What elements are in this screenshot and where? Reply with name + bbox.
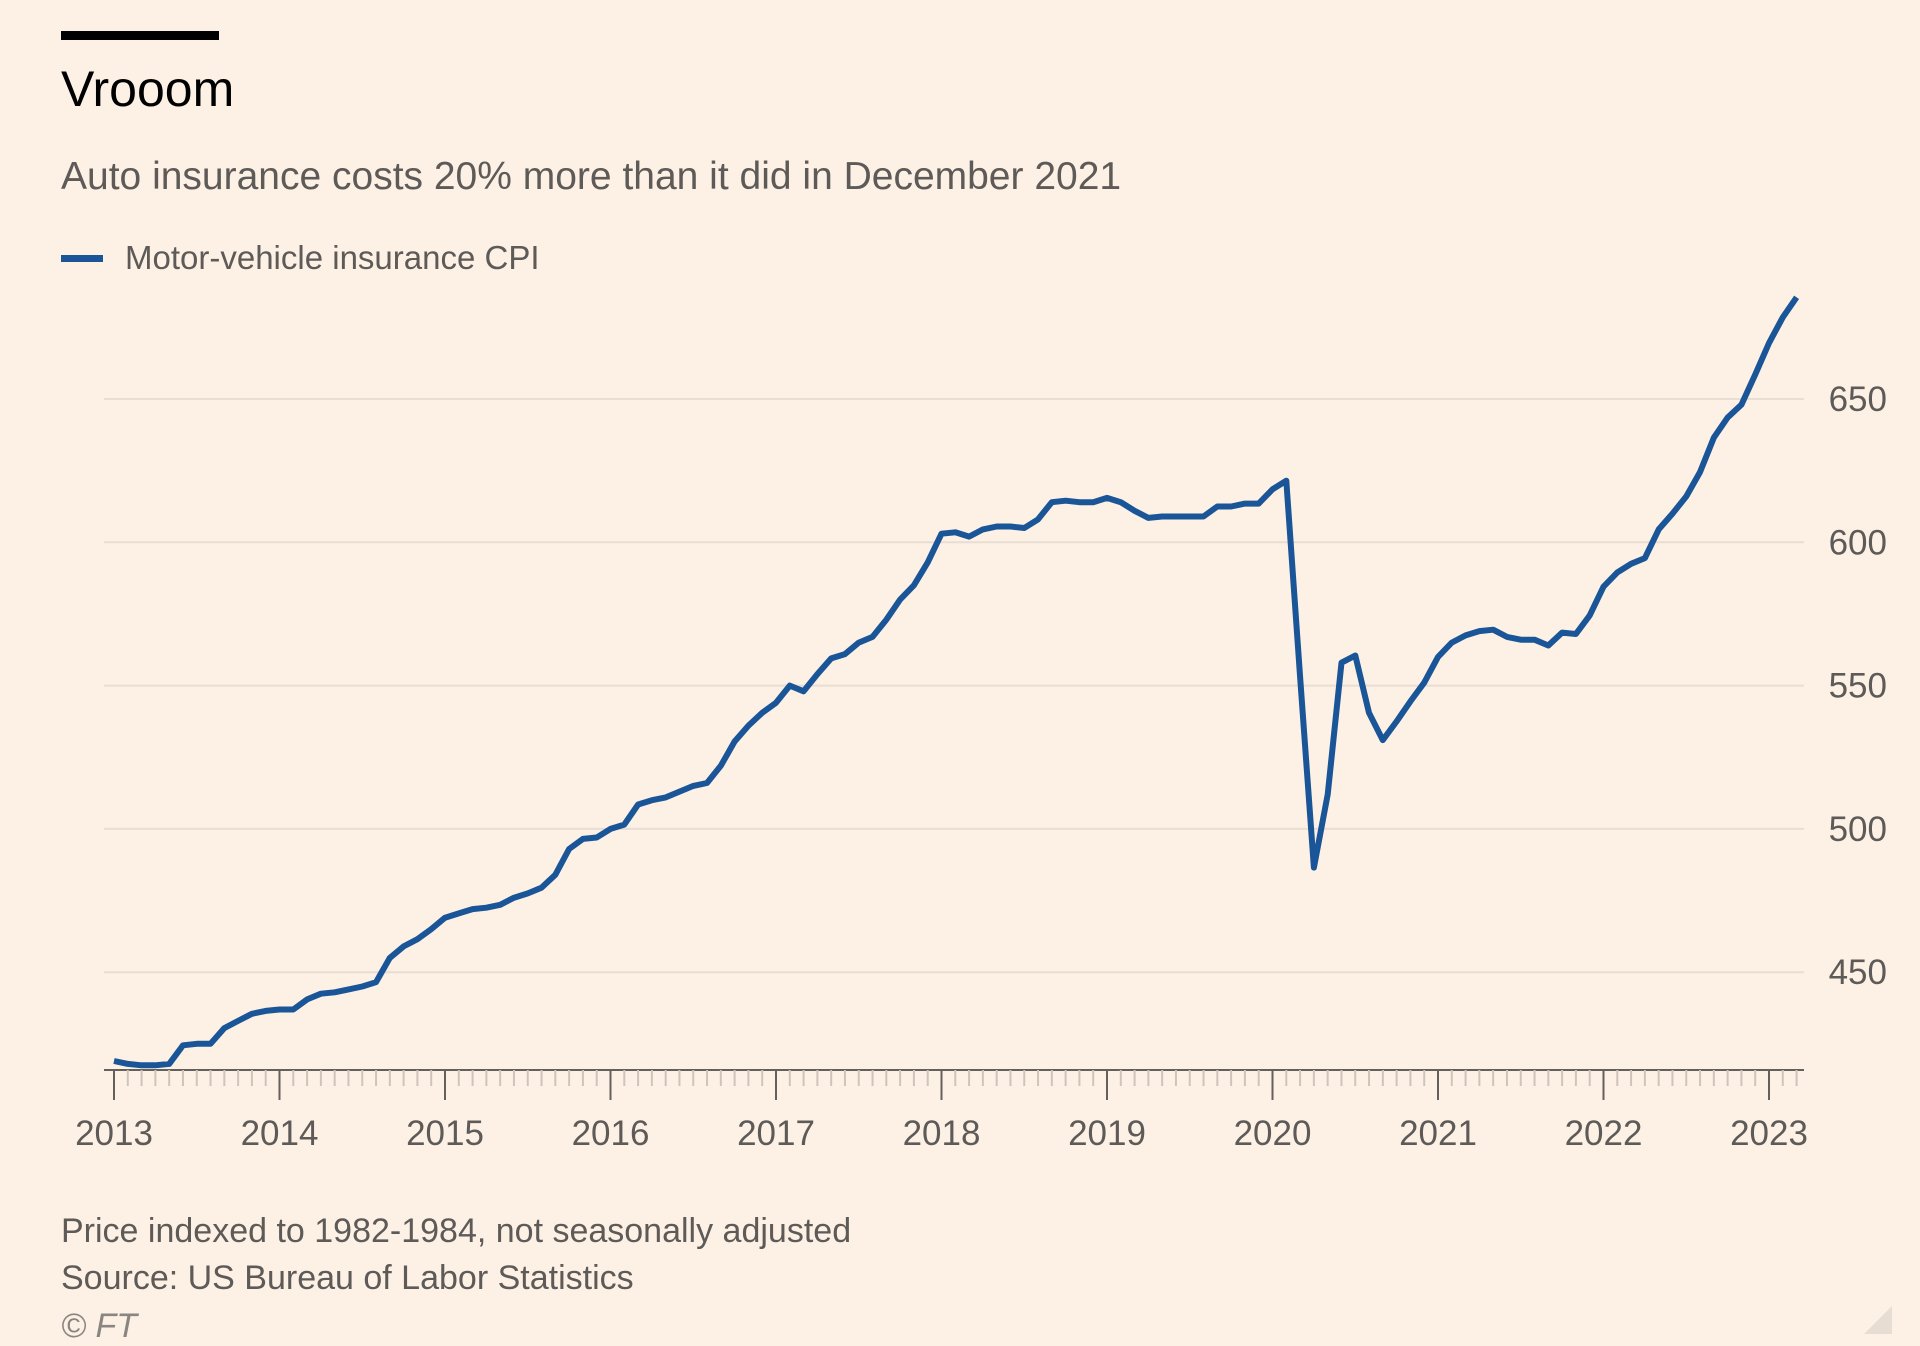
x-tick-label-2019: 2019 [1068,1114,1146,1153]
chart-subtitle: Auto insurance costs 20% more than it di… [61,155,1122,198]
x-tick-label-2020: 2020 [1234,1114,1312,1153]
ft-brand-bar [61,31,219,40]
copyright-credit: © FT [61,1307,138,1345]
source-note: Source: US Bureau of Labor Statistics [61,1259,634,1297]
legend-swatch-line [61,254,103,262]
footnote: Price indexed to 1982-1984, not seasonal… [61,1212,852,1250]
x-tick-label-2016: 2016 [572,1114,650,1153]
y-tick-label-650: 650 [1829,380,1887,419]
x-tick-label-2022: 2022 [1565,1114,1643,1153]
y-tick-label-550: 550 [1829,667,1887,706]
x-tick-label-2018: 2018 [903,1114,981,1153]
x-tick-label-2017: 2017 [737,1114,815,1153]
y-tick-label-450: 450 [1829,953,1887,992]
x-tick-label-2014: 2014 [241,1114,319,1153]
x-tick-label-2015: 2015 [406,1114,484,1153]
x-tick-label-2021: 2021 [1399,1114,1477,1153]
chart-title: Vrooom [61,61,235,117]
resize-grip-icon [1864,1306,1892,1334]
x-tick-label-2023: 2023 [1730,1114,1808,1153]
x-tick-label-2013: 2013 [75,1114,153,1153]
series-line-0 [113,295,1800,1069]
legend-label: Motor-vehicle insurance CPI [125,239,540,276]
y-tick-label-500: 500 [1829,810,1887,849]
y-tick-label-600: 600 [1829,523,1887,562]
chart-legend: Motor-vehicle insurance CPI [61,236,540,280]
